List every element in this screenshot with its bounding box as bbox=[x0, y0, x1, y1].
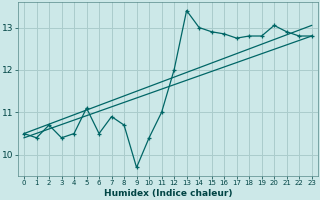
X-axis label: Humidex (Indice chaleur): Humidex (Indice chaleur) bbox=[104, 189, 232, 198]
